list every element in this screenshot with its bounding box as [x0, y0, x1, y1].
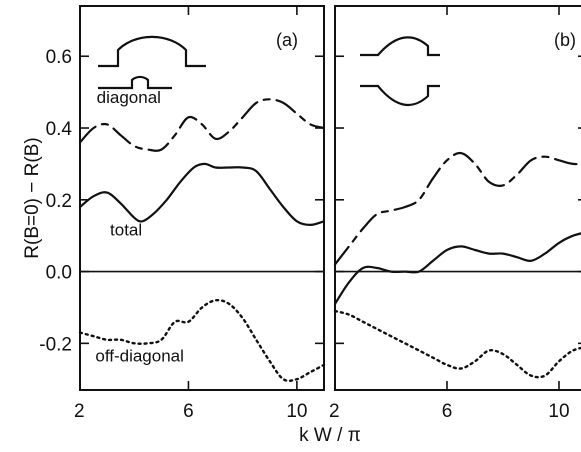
- x-tick-label-a-2: 10: [286, 401, 307, 422]
- y-tick-label-2: 0.2: [46, 191, 72, 212]
- series-dashed-a: [78, 98, 326, 152]
- y-tick-label-3: 0.4: [46, 119, 73, 140]
- x-tick-label-a-1: 6: [183, 401, 194, 422]
- series-solid-a: [78, 162, 326, 227]
- series-dotted-a: [78, 298, 326, 383]
- series-dotted-b: [333, 309, 581, 379]
- x-tick-label-b-0: 2: [329, 401, 340, 422]
- x-axis-title: k W / π: [299, 425, 361, 446]
- panel-label-a: (a): [276, 30, 298, 50]
- panel-a-frame: [79, 5, 325, 391]
- panel-a: -0.20.00.20.40.62 6 10 (a) diagonal total …: [39, 5, 326, 422]
- y-axis-title: R(B=0) − R(B): [22, 137, 43, 258]
- geometry-inset-a: [98, 35, 206, 90]
- series-dashed-b: [333, 151, 581, 266]
- annotation-diagonal: diagonal: [97, 88, 161, 107]
- annotation-off-diagonal: off-diagonal: [95, 346, 184, 365]
- x-tick-label-b-1: 6: [442, 401, 453, 422]
- series-solid-b: [333, 232, 581, 305]
- y-tick-label-4: 0.6: [46, 47, 72, 68]
- panel-b: 2 6 10 (b): [329, 5, 581, 422]
- x-tick-label-a-0: 2: [74, 401, 85, 422]
- x-tick-label-b-2: 10: [548, 401, 569, 422]
- panel-label-b: (b): [554, 30, 576, 50]
- y-tick-label-0: -0.2: [39, 334, 72, 355]
- geometry-inset-b: [360, 36, 440, 106]
- annotation-total: total: [110, 221, 142, 240]
- panel-b-frame: [334, 5, 581, 391]
- y-tick-label-1: 0.0: [46, 263, 72, 284]
